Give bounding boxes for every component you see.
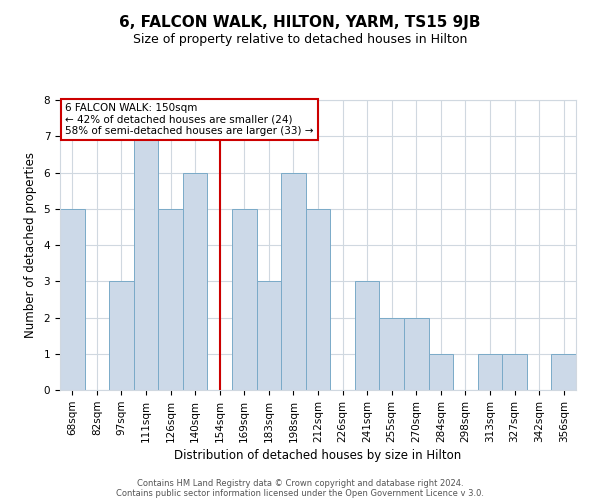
Y-axis label: Number of detached properties: Number of detached properties bbox=[24, 152, 37, 338]
X-axis label: Distribution of detached houses by size in Hilton: Distribution of detached houses by size … bbox=[175, 449, 461, 462]
Bar bbox=[478, 354, 502, 390]
Bar bbox=[428, 354, 453, 390]
Bar bbox=[183, 172, 208, 390]
Bar bbox=[232, 209, 257, 390]
Text: 6 FALCON WALK: 150sqm
← 42% of detached houses are smaller (24)
58% of semi-deta: 6 FALCON WALK: 150sqm ← 42% of detached … bbox=[65, 103, 314, 136]
Bar bbox=[355, 281, 379, 390]
Bar bbox=[158, 209, 183, 390]
Bar bbox=[404, 318, 428, 390]
Text: 6, FALCON WALK, HILTON, YARM, TS15 9JB: 6, FALCON WALK, HILTON, YARM, TS15 9JB bbox=[119, 15, 481, 30]
Bar bbox=[257, 281, 281, 390]
Bar bbox=[281, 172, 306, 390]
Bar bbox=[551, 354, 576, 390]
Bar bbox=[502, 354, 527, 390]
Bar bbox=[306, 209, 330, 390]
Text: Contains HM Land Registry data © Crown copyright and database right 2024.: Contains HM Land Registry data © Crown c… bbox=[137, 478, 463, 488]
Bar bbox=[60, 209, 85, 390]
Text: Contains public sector information licensed under the Open Government Licence v : Contains public sector information licen… bbox=[116, 488, 484, 498]
Bar bbox=[379, 318, 404, 390]
Bar bbox=[109, 281, 134, 390]
Bar bbox=[134, 136, 158, 390]
Text: Size of property relative to detached houses in Hilton: Size of property relative to detached ho… bbox=[133, 32, 467, 46]
